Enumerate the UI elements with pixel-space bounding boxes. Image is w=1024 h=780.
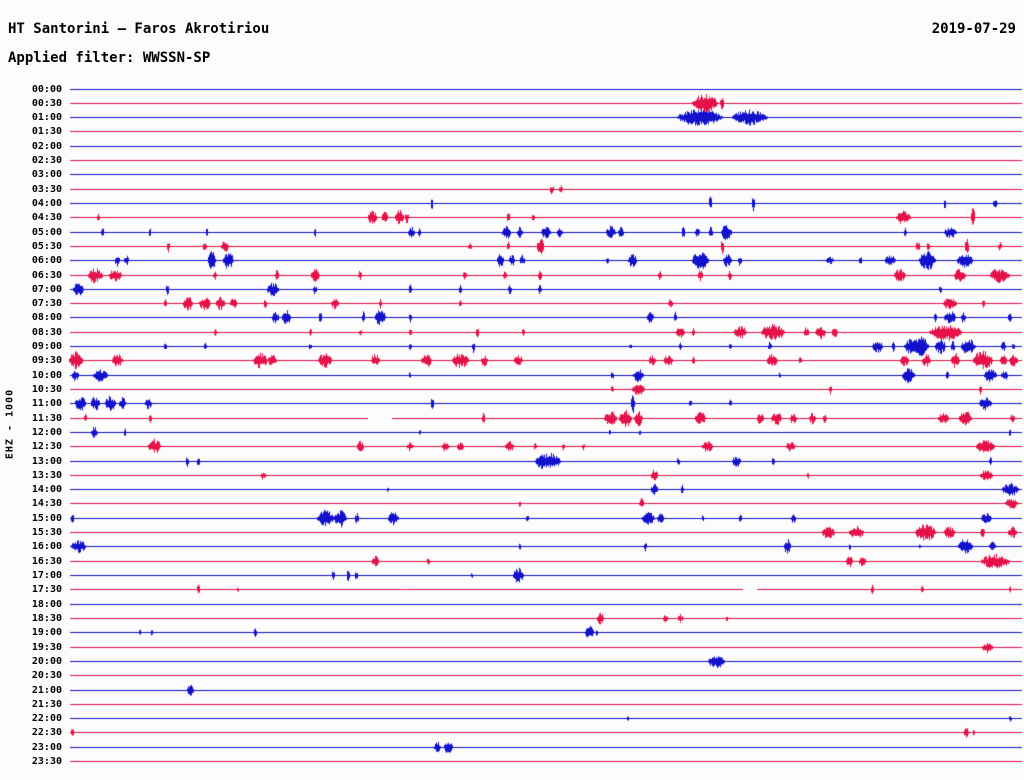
time-label-0530: 05:30 [31,241,62,252]
time-label-0900: 09:00 [31,341,62,352]
time-label-1130: 11:30 [31,413,62,424]
record-date: 2019-07-29 [931,21,1016,37]
time-label-0130: 01:30 [31,126,62,137]
time-label-1930: 19:30 [31,642,62,653]
time-label-0800: 08:00 [31,312,62,323]
time-label-1000: 10:00 [31,370,62,381]
time-label-0830: 08:30 [31,327,62,338]
time-label-2100: 21:00 [31,685,62,696]
time-label-1330: 13:30 [31,470,62,481]
time-label-1400: 14:00 [31,484,62,495]
time-label-0730: 07:30 [31,298,62,309]
time-label-0230: 02:30 [31,155,62,166]
time-labels-column: 00:00 00:30 01:00 01:30 02:00 02:30 03:00 03:30… [0,0,62,780]
time-label-1030: 10:30 [31,384,62,395]
time-label-0000: 00:00 [31,84,62,95]
time-label-0500: 05:00 [31,227,62,238]
time-label-0030: 00:30 [31,98,62,109]
time-label-1900: 19:00 [31,627,62,638]
time-label-1800: 18:00 [31,599,62,610]
time-label-1600: 16:00 [31,541,62,552]
time-label-2000: 20:00 [31,656,62,667]
time-label-1630: 16:30 [31,556,62,567]
time-label-2200: 22:00 [31,713,62,724]
time-label-1830: 18:30 [31,613,62,624]
station-title: HT Santorini – Faros Akrotiriou [8,21,270,37]
time-label-0430: 04:30 [31,212,62,223]
time-label-0400: 04:00 [31,198,62,209]
time-label-1530: 15:30 [31,527,62,538]
time-label-2130: 21:30 [31,699,62,710]
applied-filter-label: Applied filter: WWSSN-SP [8,50,211,66]
time-label-1500: 15:00 [31,513,62,524]
time-label-0630: 06:30 [31,270,62,281]
time-label-2030: 20:30 [31,670,62,681]
time-label-0200: 02:00 [31,141,62,152]
time-label-1300: 13:00 [31,456,62,467]
time-label-1100: 11:00 [31,398,62,409]
time-label-0300: 03:00 [31,169,62,180]
time-label-1230: 12:30 [31,441,62,452]
time-label-0700: 07:00 [31,284,62,295]
time-label-0330: 03:30 [31,184,62,195]
time-label-0930: 09:30 [31,355,62,366]
time-label-2330: 23:30 [31,756,62,767]
time-label-0600: 06:00 [31,255,62,266]
time-label-2300: 23:00 [31,742,62,753]
time-label-1430: 14:30 [31,498,62,509]
time-label-0100: 01:00 [31,112,62,123]
time-label-1700: 17:00 [31,570,62,581]
time-label-1200: 12:00 [31,427,62,438]
time-label-2230: 22:30 [31,727,62,738]
time-label-1730: 17:30 [31,584,62,595]
